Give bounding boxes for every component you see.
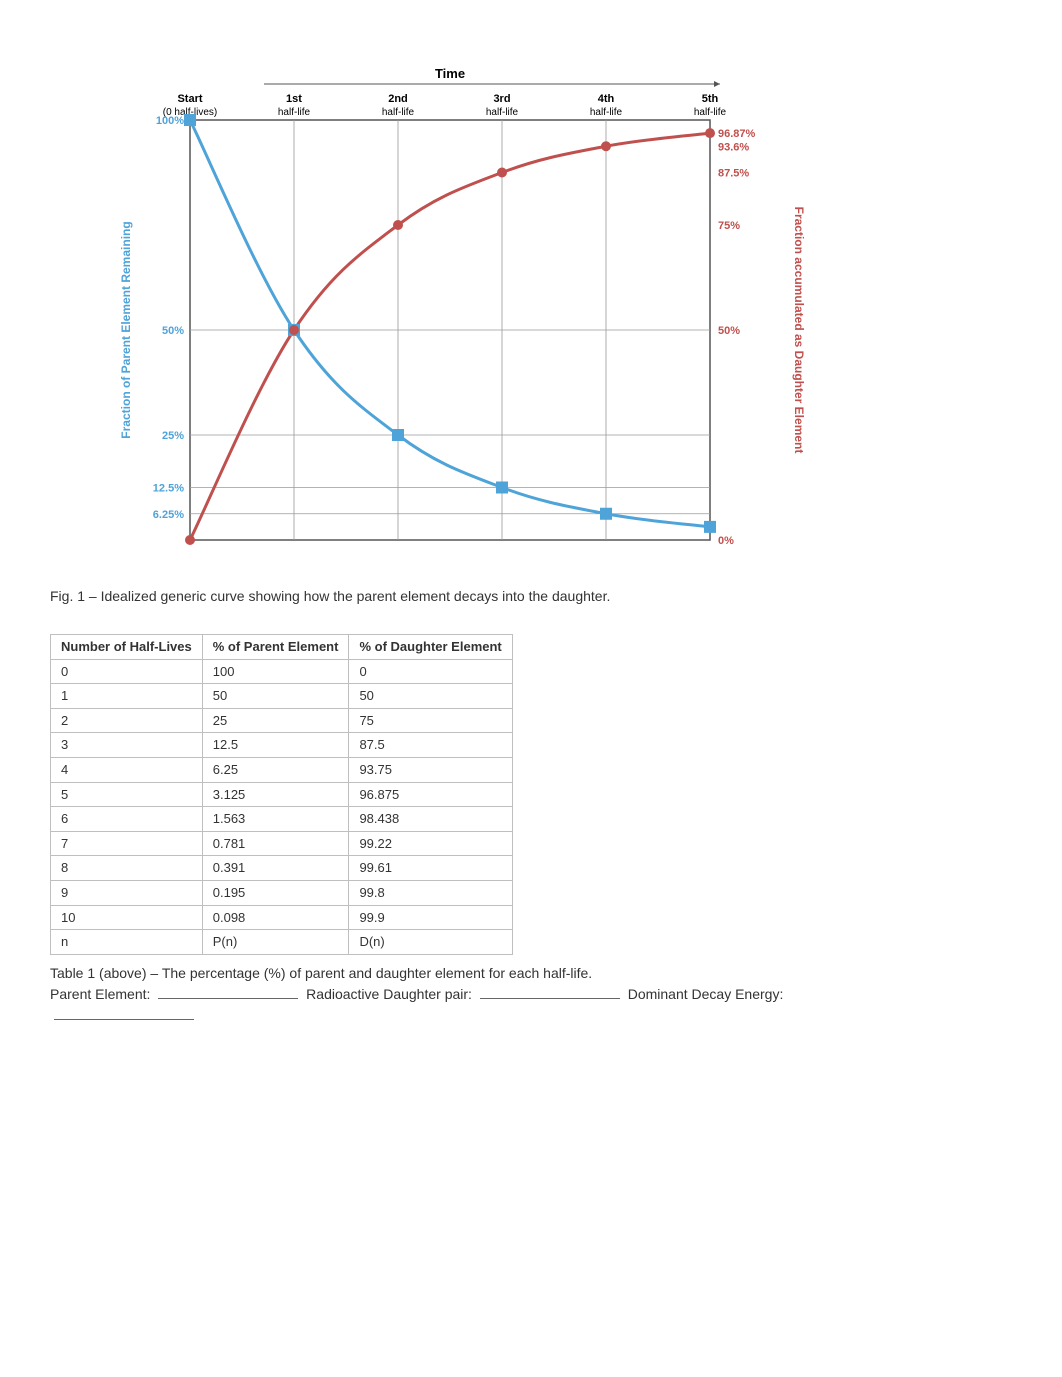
table-cell: 0.391 — [202, 856, 349, 881]
table-cell: 0.098 — [202, 905, 349, 930]
table-row: 46.2593.75 — [51, 757, 513, 782]
decay-chart: TimeStart(0 half-lives)1sthalf-life2ndha… — [110, 60, 810, 570]
col-header-parent: % of Parent Element — [202, 635, 349, 660]
svg-text:12.5%: 12.5% — [153, 483, 184, 495]
table-cell: 0 — [51, 659, 203, 684]
table-row: 80.39199.61 — [51, 856, 513, 881]
parent-element-blank — [158, 984, 298, 999]
table-cell: 98.438 — [349, 807, 512, 832]
col-header-daughter: % of Daughter Element — [349, 635, 512, 660]
svg-text:Fraction of Parent Element Rem: Fraction of Parent Element Remaining — [119, 221, 133, 438]
table-header-row: Number of Half-Lives % of Parent Element… — [51, 635, 513, 660]
table-row: 61.56398.438 — [51, 807, 513, 832]
table-caption: Table 1 (above) – The percentage (%) of … — [50, 963, 810, 1026]
svg-text:75%: 75% — [718, 220, 740, 232]
svg-text:50%: 50% — [162, 325, 184, 337]
figure-caption: Fig. 1 – Idealized generic curve showing… — [50, 588, 1012, 604]
daughter-pair-label: Radioactive Daughter pair: — [306, 986, 476, 1002]
table-row: 100.09899.9 — [51, 905, 513, 930]
svg-text:4th: 4th — [598, 93, 615, 105]
svg-text:half-life: half-life — [590, 107, 623, 118]
table-cell: 99.8 — [349, 880, 512, 905]
table-cell: 3.125 — [202, 782, 349, 807]
table-cell: 50 — [202, 684, 349, 709]
table-cell: 93.75 — [349, 757, 512, 782]
table-cell: 96.875 — [349, 782, 512, 807]
table-row: 90.19599.8 — [51, 880, 513, 905]
table-cell: 25 — [202, 708, 349, 733]
table-cell: 1.563 — [202, 807, 349, 832]
table-cell: 0 — [349, 659, 512, 684]
svg-text:2nd: 2nd — [388, 93, 408, 105]
svg-text:87.5%: 87.5% — [718, 168, 749, 180]
table-row: 312.587.5 — [51, 733, 513, 758]
table-cell: D(n) — [349, 930, 512, 955]
decay-chart-svg: TimeStart(0 half-lives)1sthalf-life2ndha… — [110, 60, 810, 570]
svg-text:Fraction accumulated as Daught: Fraction accumulated as Daughter Element — [792, 207, 806, 454]
svg-text:Time: Time — [435, 66, 465, 81]
svg-text:Start: Start — [177, 93, 202, 105]
table-cell: 1 — [51, 684, 203, 709]
table-cell: 0.195 — [202, 880, 349, 905]
svg-text:100%: 100% — [156, 115, 184, 127]
table-cell: 2 — [51, 708, 203, 733]
svg-text:5th: 5th — [702, 93, 719, 105]
page-root: TimeStart(0 half-lives)1sthalf-life2ndha… — [0, 0, 1062, 1377]
table-body: 010001505022575312.587.546.2593.7553.125… — [51, 659, 513, 954]
table-row: 22575 — [51, 708, 513, 733]
table-cell: n — [51, 930, 203, 955]
table-row: 01000 — [51, 659, 513, 684]
svg-text:half-life: half-life — [278, 107, 311, 118]
table-cell: 99.61 — [349, 856, 512, 881]
table-head: Number of Half-Lives % of Parent Element… — [51, 635, 513, 660]
table-cell: 8 — [51, 856, 203, 881]
svg-text:1st: 1st — [286, 93, 302, 105]
table-cell: 3 — [51, 733, 203, 758]
svg-text:6.25%: 6.25% — [153, 509, 184, 521]
daughter-pair-blank — [480, 984, 620, 999]
decay-table: Number of Half-Lives % of Parent Element… — [50, 634, 513, 955]
table-row: nP(n)D(n) — [51, 930, 513, 955]
table-cell: 6.25 — [202, 757, 349, 782]
table-cell: 100 — [202, 659, 349, 684]
table-row: 70.78199.22 — [51, 831, 513, 856]
svg-text:half-life: half-life — [694, 107, 727, 118]
decay-energy-label: Dominant Decay Energy: — [628, 986, 784, 1002]
table-cell: 87.5 — [349, 733, 512, 758]
table-cell: 12.5 — [202, 733, 349, 758]
svg-text:96.87%: 96.87% — [718, 128, 756, 140]
table-row: 53.12596.875 — [51, 782, 513, 807]
table-cell: 99.22 — [349, 831, 512, 856]
col-header-halflives: Number of Half-Lives — [51, 635, 203, 660]
table-row: 15050 — [51, 684, 513, 709]
table-cell: 0.781 — [202, 831, 349, 856]
svg-text:3rd: 3rd — [493, 93, 510, 105]
table-cell: 9 — [51, 880, 203, 905]
svg-text:25%: 25% — [162, 430, 184, 442]
table-cell: 4 — [51, 757, 203, 782]
table-cell: 10 — [51, 905, 203, 930]
table-cell: 6 — [51, 807, 203, 832]
table-cell: 75 — [349, 708, 512, 733]
table-cell: 5 — [51, 782, 203, 807]
svg-text:0%: 0% — [718, 535, 734, 547]
svg-text:half-life: half-life — [486, 107, 519, 118]
svg-text:50%: 50% — [718, 325, 740, 337]
svg-text:93.6%: 93.6% — [718, 141, 749, 153]
parent-element-label: Parent Element: — [50, 986, 154, 1002]
decay-energy-blank — [54, 1005, 194, 1020]
table-cell: P(n) — [202, 930, 349, 955]
table-cell: 7 — [51, 831, 203, 856]
table-cell: 50 — [349, 684, 512, 709]
table-cell: 99.9 — [349, 905, 512, 930]
svg-text:half-life: half-life — [382, 107, 415, 118]
table-caption-lead: Table 1 (above) – The percentage (%) of … — [50, 965, 592, 981]
